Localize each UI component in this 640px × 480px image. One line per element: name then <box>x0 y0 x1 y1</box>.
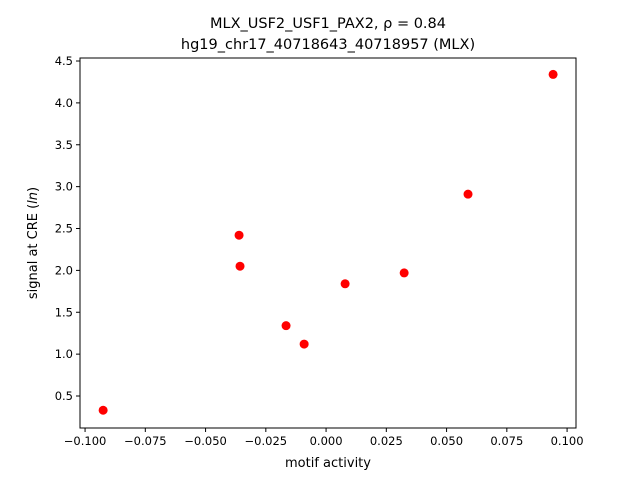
y-tick-label: 1.0 <box>55 347 73 361</box>
x-tick-label: −0.100 <box>64 434 107 448</box>
y-tick-label: 4.0 <box>55 96 73 110</box>
chart-title-line1: MLX_USF2_USF1_PAX2, ρ = 0.84 <box>210 16 446 32</box>
x-tick-label: −0.025 <box>245 434 288 448</box>
plot-frame <box>79 57 577 429</box>
x-tick-label: −0.050 <box>184 434 227 448</box>
x-tick-label: 0.075 <box>490 434 523 448</box>
data-point <box>399 268 409 278</box>
data-point <box>235 261 245 271</box>
data-point <box>234 230 244 240</box>
data-point <box>299 339 309 349</box>
x-tick-label: 0.100 <box>551 434 584 448</box>
x-tick-label: 0.025 <box>370 434 403 448</box>
chart-title-line2: hg19_chr17_40718643_40718957 (MLX) <box>181 37 475 53</box>
x-axis-label: motif activity <box>285 456 371 471</box>
y-tick-label: 2.5 <box>55 222 73 236</box>
x-tick-label: 0.050 <box>430 434 463 448</box>
y-tick-label: 2.0 <box>55 263 73 277</box>
y-tick-label: 1.5 <box>55 305 73 319</box>
data-point <box>463 189 473 199</box>
x-tick-label: 0.000 <box>310 434 343 448</box>
data-point <box>340 279 350 289</box>
data-point <box>98 405 108 415</box>
data-point <box>548 69 558 79</box>
y-tick-label: 3.5 <box>55 138 73 152</box>
x-tick-label: −0.075 <box>124 434 167 448</box>
y-tick-label: 0.5 <box>55 389 73 403</box>
y-tick-label: 4.5 <box>55 54 73 68</box>
y-tick-label: 3.0 <box>55 180 73 194</box>
y-axis-label: signal at CRE (ln) <box>26 187 41 299</box>
data-point <box>281 321 291 331</box>
